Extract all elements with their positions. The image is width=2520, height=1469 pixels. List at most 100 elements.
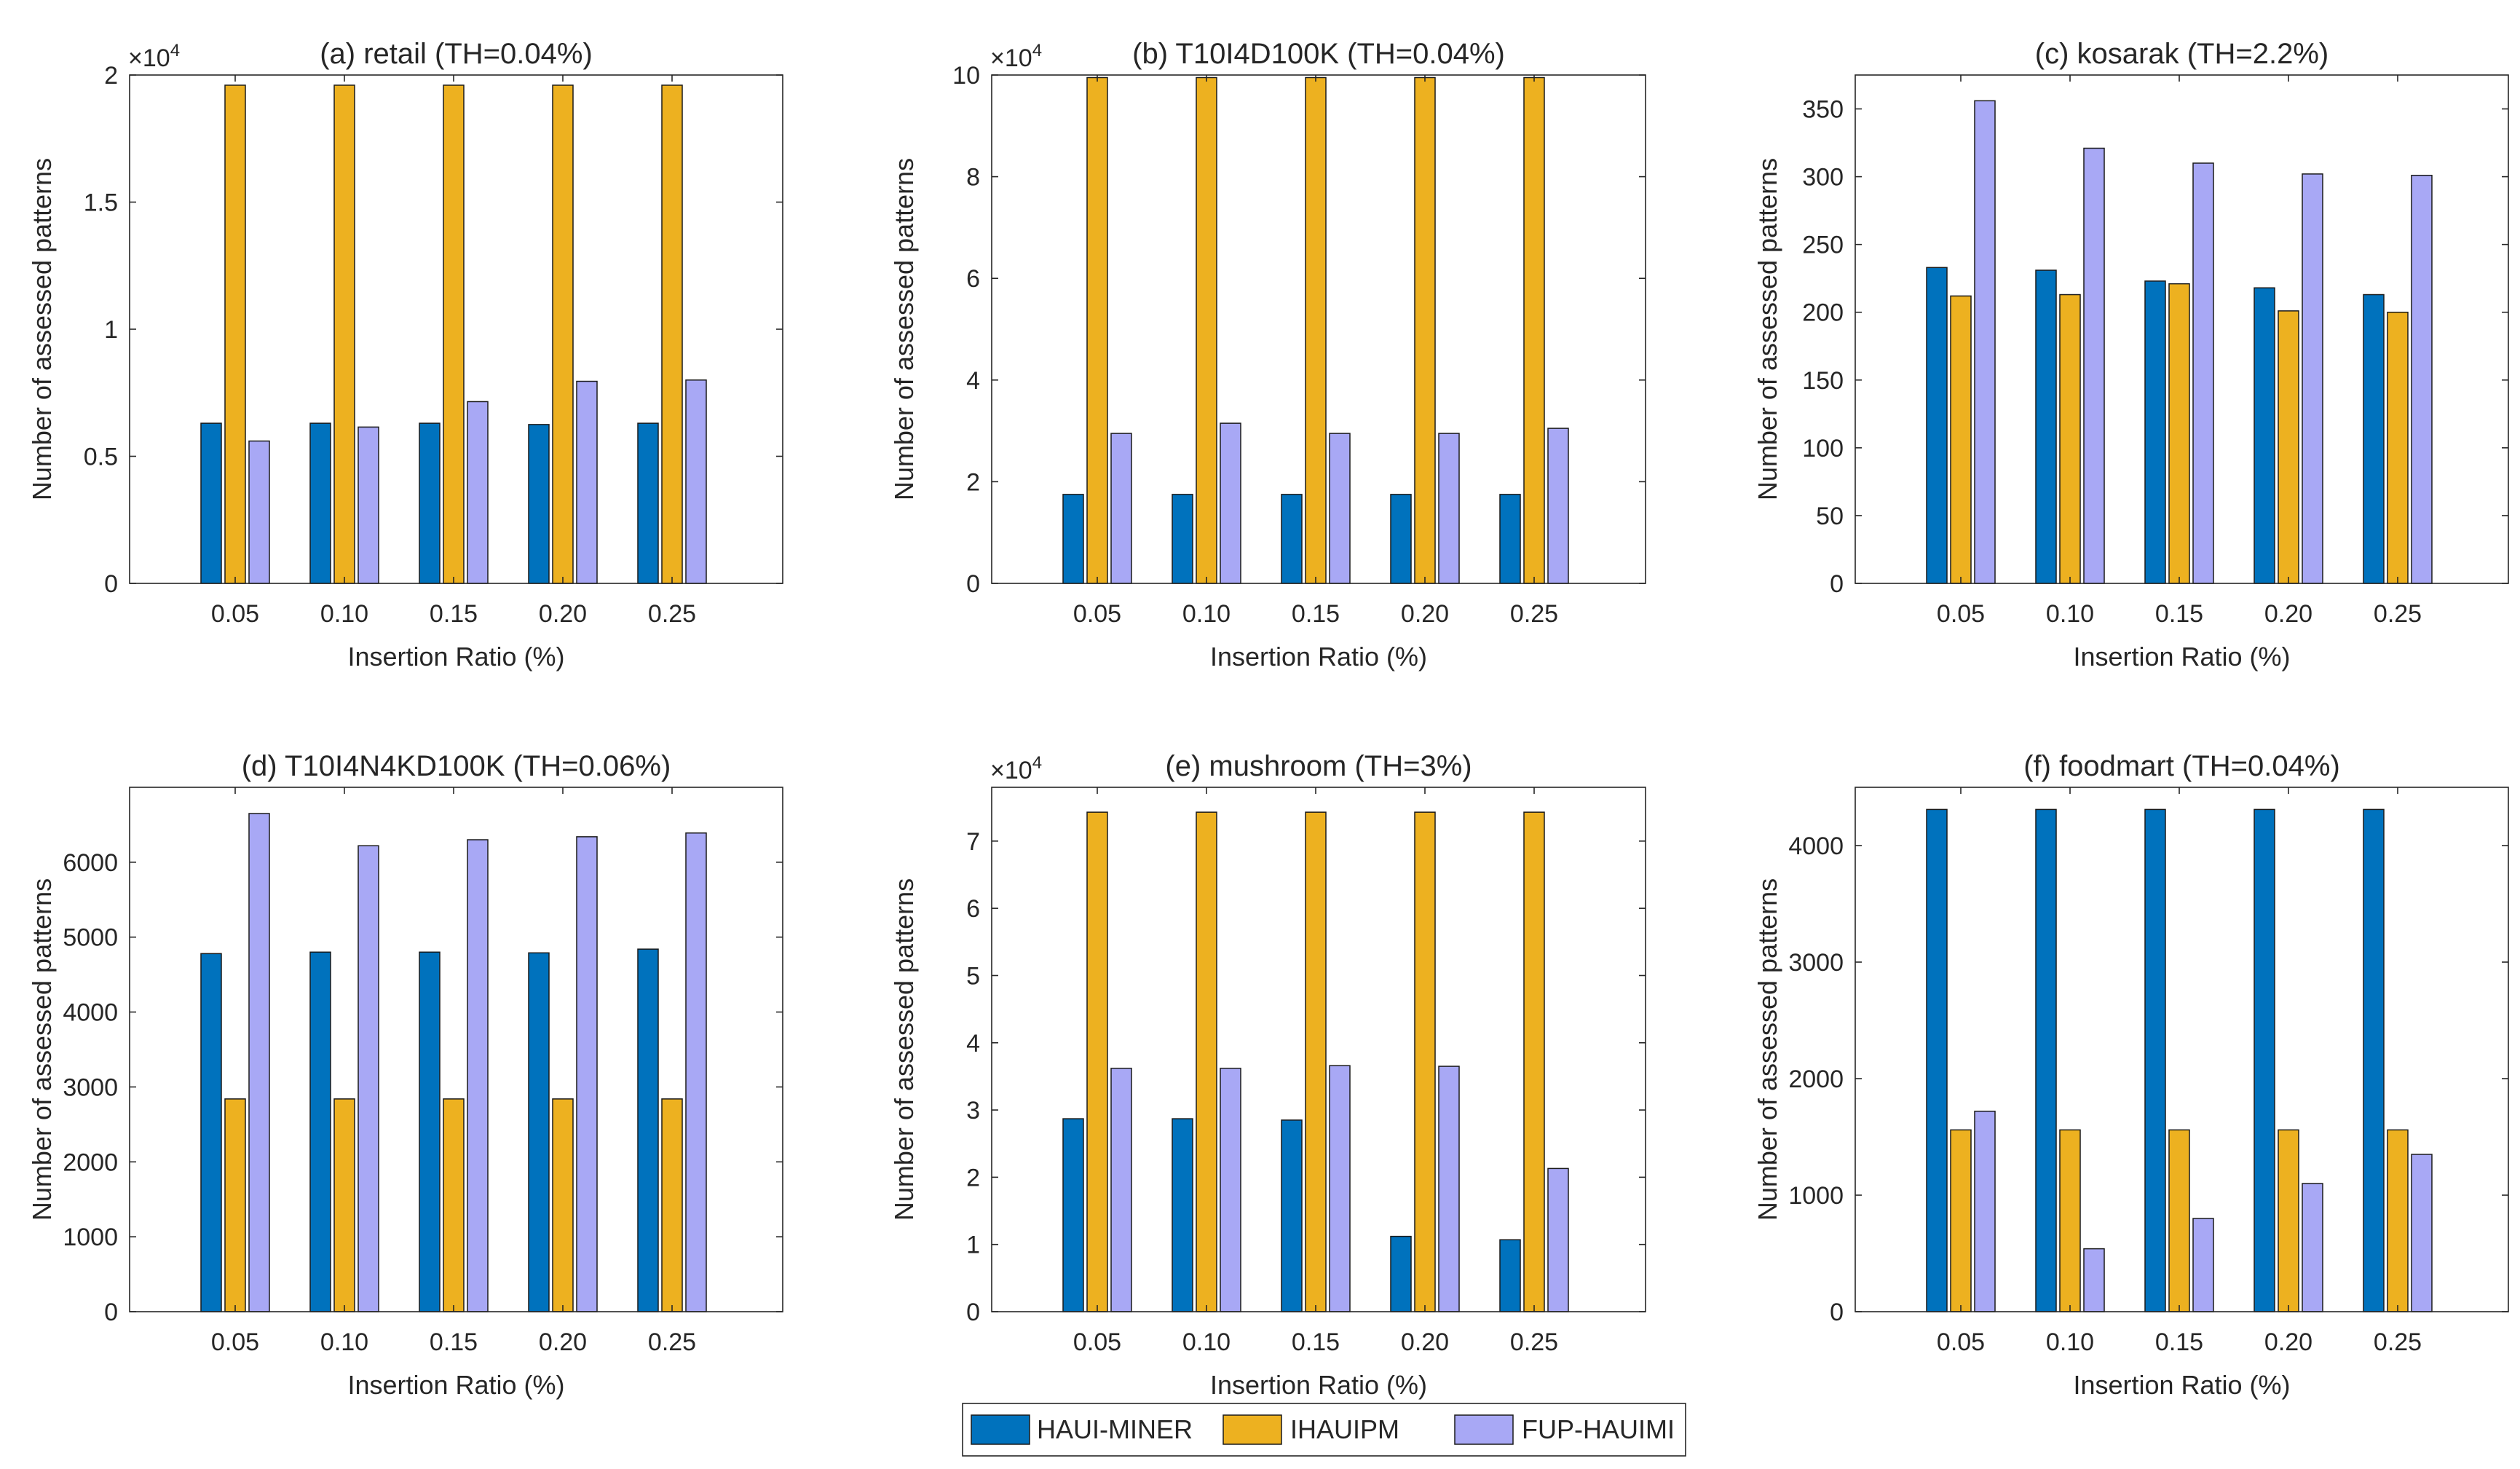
bar-fup-hauimi-0.25 (685, 379, 707, 584)
bar-haui-miner-0.15 (2144, 808, 2166, 1312)
y-axis-label: Number of assessed patterns (27, 158, 57, 500)
bar-haui-miner-0.20 (2254, 808, 2275, 1312)
bar-fup-hauimi-0.15 (467, 401, 489, 584)
y-tick-label: 4000 (1788, 832, 1844, 860)
y-axis-label: Number of assessed patterns (1753, 878, 1782, 1221)
bar-ihauipm-0.15 (1305, 811, 1327, 1312)
bar-ihauipm-0.15 (2168, 283, 2190, 584)
x-tick-label-0.20: 0.20 (539, 1328, 587, 1356)
bar-haui-miner-0.15 (1281, 1119, 1303, 1312)
y-tick-label: 0 (104, 1299, 118, 1326)
y-tick-label: 0 (104, 570, 118, 598)
x-tick-label-0.25: 0.25 (1510, 600, 1558, 628)
x-tick-label-0.10: 0.10 (2046, 600, 2094, 628)
y-tick-label: 4 (966, 1030, 980, 1058)
x-axis-label: Insertion Ratio (%) (347, 642, 564, 672)
chart-panel-4: 0 1 2 3 4 5 6 7 0.05 0.10 0.15 0.20 0.25 (e) mushroom… (889, 750, 1646, 1400)
bar-haui-miner-0.10 (309, 951, 331, 1312)
chart-panel-5: 0 1000 2000 3000 4000 0.05 0.10 0.15 0.20 0.25 (f)… (1753, 750, 2509, 1400)
y-tick-label: 6 (966, 265, 980, 293)
x-tick-label-0.25: 0.25 (2374, 1328, 2422, 1356)
y-tick-label: 200 (1802, 299, 1844, 327)
chart-panel-0: 0 0.5 1 1.5 2 0.05 0.10 0.15 0.20 0.25 (a) retail … (27, 38, 783, 672)
bar-haui-miner-0.25 (637, 948, 659, 1312)
legend: HAUI-MINER IHAUIPM FUP-HAUIMI (962, 1403, 1686, 1457)
x-tick-label-0.05: 0.05 (1937, 1328, 1985, 1356)
bar-ihauipm-0.25 (1523, 76, 1545, 584)
y-axis-label: Number of assessed patterns (1753, 158, 1782, 500)
chart-panel-2: 0 50 100 150 200 250 300 350 0.05 0.10 0.15 0.20 0.2… (1753, 38, 2509, 672)
bar-fup-hauimi-0.20 (576, 380, 598, 584)
bar-haui-miner-0.05 (1062, 494, 1084, 584)
x-axis-label: Insertion Ratio (%) (2073, 1370, 2290, 1400)
legend-label-fup-hauimi: FUP-HAUIMI (1522, 1414, 1675, 1444)
bar-ihauipm-0.25 (661, 1098, 683, 1312)
y-tick-label: 5 (966, 962, 980, 990)
bar-ihauipm-0.10 (333, 1098, 355, 1312)
chart-title: (a) retail (TH=0.04%) (320, 38, 593, 70)
bar-ihauipm-0.05 (1950, 295, 1972, 584)
y-axis-label: Number of assessed patterns (27, 878, 57, 1221)
bar-ihauipm-0.25 (2387, 1129, 2409, 1312)
bar-haui-miner-0.10 (2035, 269, 2057, 584)
bar-fup-hauimi-0.10 (1220, 422, 1241, 584)
bar-ihauipm-0.25 (1523, 811, 1545, 1312)
chart-title: (e) mushroom (TH=3%) (1165, 750, 1472, 782)
bar-fup-hauimi-0.05 (1974, 100, 1996, 584)
bar-haui-miner-0.20 (528, 952, 550, 1312)
bar-haui-miner-0.15 (2144, 280, 2166, 584)
bar-fup-hauimi-0.20 (576, 836, 598, 1312)
bar-fup-hauimi-0.10 (1220, 1068, 1241, 1312)
plot-frame (1855, 787, 2509, 1312)
bar-haui-miner-0.15 (419, 951, 441, 1312)
x-tick-label-0.20: 0.20 (1401, 600, 1449, 628)
chart-panels: 0 0.5 1 1.5 2 0.05 0.10 0.15 0.20 0.25 (a) retail … (27, 38, 2509, 1400)
bar-ihauipm-0.05 (1086, 76, 1108, 584)
legend-label-ihauipm: IHAUIPM (1290, 1414, 1399, 1444)
bar-ihauipm-0.05 (1086, 811, 1108, 1312)
x-tick-label-0.05: 0.05 (1073, 600, 1121, 628)
x-tick-label-0.25: 0.25 (1510, 1328, 1558, 1356)
bar-ihauipm-0.20 (2278, 310, 2299, 584)
axis-multiplier: ×104 (128, 41, 180, 72)
bar-fup-hauimi-0.05 (1110, 433, 1132, 584)
bar-ihauipm-0.10 (333, 84, 355, 584)
y-tick-label: 1 (966, 1232, 980, 1259)
axis-multiplier-exponent: 4 (170, 41, 180, 60)
bar-ihauipm-0.15 (2168, 1129, 2190, 1312)
bar-fup-hauimi-0.10 (358, 426, 379, 584)
bar-ihauipm-0.15 (443, 84, 465, 584)
x-tick-label-0.05: 0.05 (1937, 600, 1985, 628)
bar-fup-hauimi-0.15 (1329, 433, 1351, 584)
y-tick-label: 0 (1830, 570, 1844, 598)
axis-multiplier: ×104 (990, 753, 1042, 784)
x-tick-label-0.25: 0.25 (2374, 600, 2422, 628)
y-axis-label: Number of assessed patterns (889, 158, 919, 500)
bar-ihauipm-0.05 (224, 1098, 246, 1312)
bar-fup-hauimi-0.25 (685, 832, 707, 1312)
x-tick-label-0.15: 0.15 (2155, 1328, 2203, 1356)
bar-fup-hauimi-0.05 (1974, 1111, 1996, 1312)
bar-ihauipm-0.05 (224, 84, 246, 584)
x-axis-label: Insertion Ratio (%) (2073, 642, 2290, 672)
y-tick-label: 5000 (63, 924, 118, 952)
y-tick-label: 4000 (63, 999, 118, 1027)
bar-haui-miner-0.10 (2035, 808, 2057, 1312)
x-tick-label-0.10: 0.10 (320, 1328, 368, 1356)
chart-title: (b) T10I4D100K (TH=0.04%) (1132, 38, 1505, 70)
axis-multiplier-base: ×10 (128, 44, 170, 72)
x-tick-label-0.20: 0.20 (1401, 1328, 1449, 1356)
y-tick-label: 3000 (1788, 949, 1844, 977)
bar-haui-miner-0.15 (1281, 494, 1303, 584)
bar-fup-hauimi-0.10 (358, 845, 379, 1312)
bar-haui-miner-0.20 (1390, 494, 1412, 584)
bar-ihauipm-0.20 (1414, 76, 1436, 584)
bar-haui-miner-0.10 (309, 422, 331, 584)
legend-swatch-ihauipm (1223, 1414, 1282, 1445)
chart-panel-3: 0 1000 2000 3000 4000 5000 6000 0.05 0.10 0.15 0.2… (27, 750, 783, 1400)
bar-haui-miner-0.25 (2363, 808, 2385, 1312)
y-tick-label: 350 (1802, 96, 1844, 124)
bar-ihauipm-0.20 (1414, 811, 1436, 1312)
bar-haui-miner-0.05 (1062, 1118, 1084, 1312)
bar-fup-hauimi-0.15 (2192, 1218, 2214, 1312)
